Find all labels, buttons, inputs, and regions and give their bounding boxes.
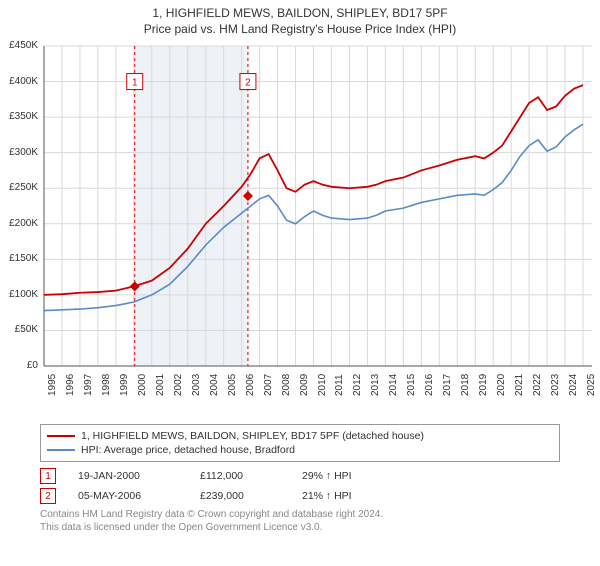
svg-text:1: 1 [132, 78, 138, 89]
legend-swatch-red [47, 435, 75, 437]
event-hpi: 29% ↑ HPI [302, 470, 402, 482]
y-tick-label: £100K [0, 289, 38, 300]
y-tick-label: £0 [0, 360, 38, 371]
legend-swatch-blue [47, 449, 75, 451]
event-table: 1 19-JAN-2000 £112,000 29% ↑ HPI 2 05-MA… [40, 468, 560, 504]
chart-title-address: 1, HIGHFIELD MEWS, BAILDON, SHIPLEY, BD1… [0, 6, 600, 20]
x-tick-label: 2013 [370, 374, 381, 396]
chart-area: 12 £0£50K£100K£150K£200K£250K£300K£350K£… [0, 40, 600, 420]
y-tick-label: £350K [0, 111, 38, 122]
y-tick-label: £300K [0, 147, 38, 158]
x-tick-label: 1996 [65, 374, 76, 396]
event-price: £239,000 [200, 490, 280, 502]
x-tick-label: 2014 [388, 374, 399, 396]
x-tick-label: 1995 [47, 374, 58, 396]
event-marker-2: 2 [40, 488, 56, 504]
footnote: Contains HM Land Registry data © Crown c… [40, 508, 560, 534]
x-tick-label: 2003 [191, 374, 202, 396]
event-marker-1: 1 [40, 468, 56, 484]
x-tick-label: 2016 [424, 374, 435, 396]
x-tick-label: 2018 [460, 374, 471, 396]
event-row: 2 05-MAY-2006 £239,000 21% ↑ HPI [40, 488, 560, 504]
x-tick-label: 2021 [514, 374, 525, 396]
x-tick-label: 2001 [155, 374, 166, 396]
x-tick-label: 2010 [317, 374, 328, 396]
x-tick-label: 2006 [245, 374, 256, 396]
event-row: 1 19-JAN-2000 £112,000 29% ↑ HPI [40, 468, 560, 484]
y-tick-label: £50K [0, 324, 38, 335]
x-tick-label: 2012 [352, 374, 363, 396]
x-tick-label: 2023 [550, 374, 561, 396]
x-tick-label: 2022 [532, 374, 543, 396]
x-tick-label: 2002 [173, 374, 184, 396]
x-tick-label: 2017 [442, 374, 453, 396]
y-tick-label: £250K [0, 182, 38, 193]
x-tick-label: 2000 [137, 374, 148, 396]
footnote-line2: This data is licensed under the Open Gov… [40, 521, 560, 534]
line-chart: 12 [0, 40, 600, 400]
legend-row-red: 1, HIGHFIELD MEWS, BAILDON, SHIPLEY, BD1… [47, 429, 553, 443]
event-date: 19-JAN-2000 [78, 470, 178, 482]
x-tick-label: 2009 [299, 374, 310, 396]
event-date: 05-MAY-2006 [78, 490, 178, 502]
x-tick-label: 2011 [334, 374, 345, 396]
x-tick-label: 1998 [101, 374, 112, 396]
y-tick-label: £150K [0, 253, 38, 264]
y-tick-label: £450K [0, 40, 38, 51]
x-tick-label: 1999 [119, 374, 130, 396]
legend: 1, HIGHFIELD MEWS, BAILDON, SHIPLEY, BD1… [40, 424, 560, 462]
x-tick-label: 2005 [227, 374, 238, 396]
chart-title-sub: Price paid vs. HM Land Registry's House … [0, 22, 600, 36]
x-tick-label: 2007 [263, 374, 274, 396]
footnote-line1: Contains HM Land Registry data © Crown c… [40, 508, 560, 521]
x-tick-label: 2025 [586, 374, 597, 396]
x-tick-label: 2020 [496, 374, 507, 396]
x-tick-label: 2019 [478, 374, 489, 396]
x-tick-label: 2008 [281, 374, 292, 396]
x-tick-label: 2015 [406, 374, 417, 396]
x-tick-label: 2004 [209, 374, 220, 396]
y-tick-label: £400K [0, 76, 38, 87]
legend-label-blue: HPI: Average price, detached house, Brad… [81, 443, 295, 457]
x-tick-label: 2024 [568, 374, 579, 396]
svg-text:2: 2 [245, 78, 251, 89]
legend-label-red: 1, HIGHFIELD MEWS, BAILDON, SHIPLEY, BD1… [81, 429, 424, 443]
event-hpi: 21% ↑ HPI [302, 490, 402, 502]
x-tick-label: 1997 [83, 374, 94, 396]
y-tick-label: £200K [0, 218, 38, 229]
event-price: £112,000 [200, 470, 280, 482]
legend-row-blue: HPI: Average price, detached house, Brad… [47, 443, 553, 457]
